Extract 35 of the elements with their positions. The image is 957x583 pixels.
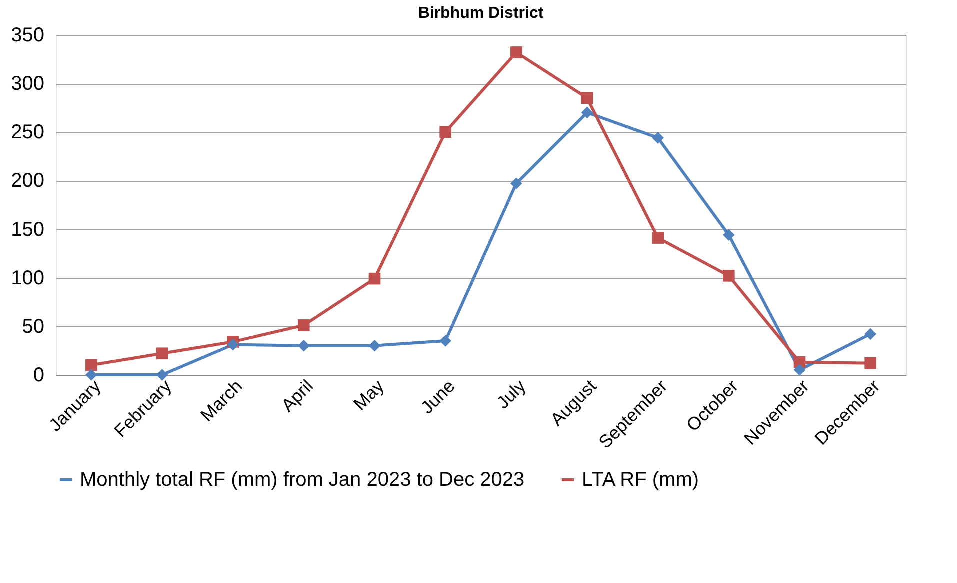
- x-tick-label: May: [350, 376, 388, 414]
- point: [652, 132, 664, 144]
- point: [510, 178, 522, 190]
- point: [156, 369, 168, 381]
- legend-label: Monthly total RF (mm) from Jan 2023 to Dec 2023: [80, 469, 525, 491]
- legend-label: LTA RF (mm): [582, 469, 700, 491]
- y-tick-label: 200: [11, 170, 44, 192]
- y-tick-label: 300: [11, 73, 44, 96]
- point: [86, 369, 98, 381]
- point: [86, 359, 98, 372]
- point: [723, 229, 735, 242]
- point: [440, 335, 452, 347]
- y-tick-label: 0: [33, 364, 44, 386]
- y-tick-label: 50: [22, 316, 44, 338]
- point: [581, 92, 594, 104]
- point: [510, 46, 522, 58]
- point: [652, 232, 664, 244]
- y-tick-label: 150: [11, 218, 44, 241]
- y-tick-label: 250: [11, 122, 44, 144]
- y-tick-label: 350: [11, 24, 44, 46]
- x-tick-label: July: [492, 376, 530, 413]
- point: [864, 357, 876, 370]
- point: [298, 320, 310, 332]
- y-tick-label: 100: [11, 267, 44, 290]
- point: [156, 348, 168, 360]
- point: [794, 364, 806, 376]
- point: [723, 270, 735, 282]
- point: [581, 106, 594, 119]
- point: [440, 126, 452, 138]
- point: [864, 328, 876, 340]
- point: [298, 340, 310, 352]
- chart-title: Birbhum District: [418, 5, 544, 22]
- point: [368, 340, 381, 352]
- point: [227, 338, 239, 351]
- point: [368, 272, 381, 285]
